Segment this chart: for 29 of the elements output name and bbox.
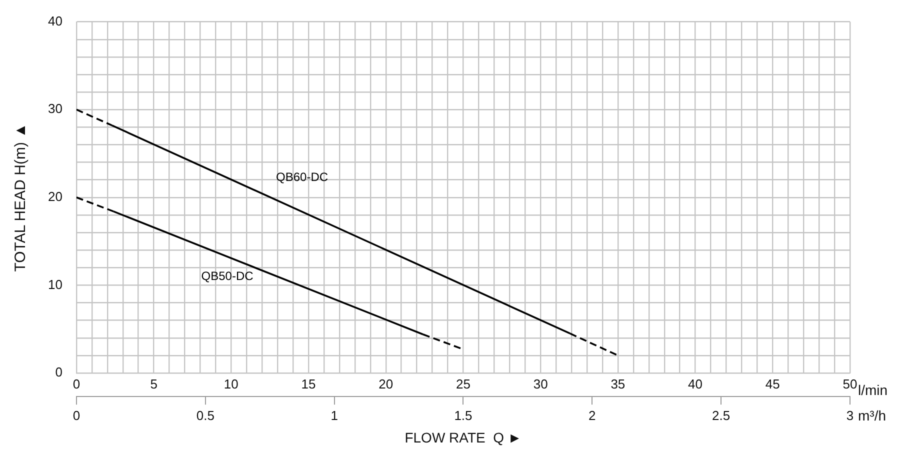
x2-tick-label: 2 — [588, 408, 596, 423]
x-tick-label: 45 — [765, 376, 780, 392]
x-tick-label: 20 — [378, 376, 394, 392]
x-tick-label: 0 — [72, 376, 80, 392]
x-tick-label: 50 — [842, 376, 858, 392]
x-tick-label: 10 — [224, 376, 238, 392]
x-tick-label: 25 — [456, 376, 470, 392]
x-axis-title: FLOW RATE Q ► — [404, 429, 522, 446]
text: m³/h — [858, 407, 886, 424]
x2-tick-label: 2.5 — [712, 408, 730, 423]
y-axis-title: TOTAL HEAD H(m) ▲ — [12, 123, 30, 272]
x2-tick-label: 0.5 — [196, 408, 214, 423]
series-label: QB60-DC — [276, 170, 328, 184]
x-tick-label: 40 — [688, 376, 703, 392]
y-tick-label: 30 — [48, 101, 62, 116]
y-tick-label: 20 — [48, 188, 62, 204]
x2-tick-label: 1 — [330, 408, 338, 423]
x2-tick-label: 1.5 — [454, 408, 472, 423]
x-tick-label: 30 — [533, 376, 548, 392]
text: l/min — [858, 382, 888, 398]
x2-tick-label: 3 — [846, 408, 854, 423]
y-tick-label: 10 — [48, 276, 62, 292]
y-tick-label: 40 — [48, 13, 62, 28]
series-label: QB50-DC — [201, 269, 254, 284]
x-tick-label: 35 — [610, 376, 626, 392]
x2-tick-label: 0 — [72, 408, 80, 423]
x-tick-label: 15 — [301, 376, 316, 392]
x-tick-label: 5 — [150, 376, 158, 392]
y-tick-label: 0 — [55, 364, 62, 380]
